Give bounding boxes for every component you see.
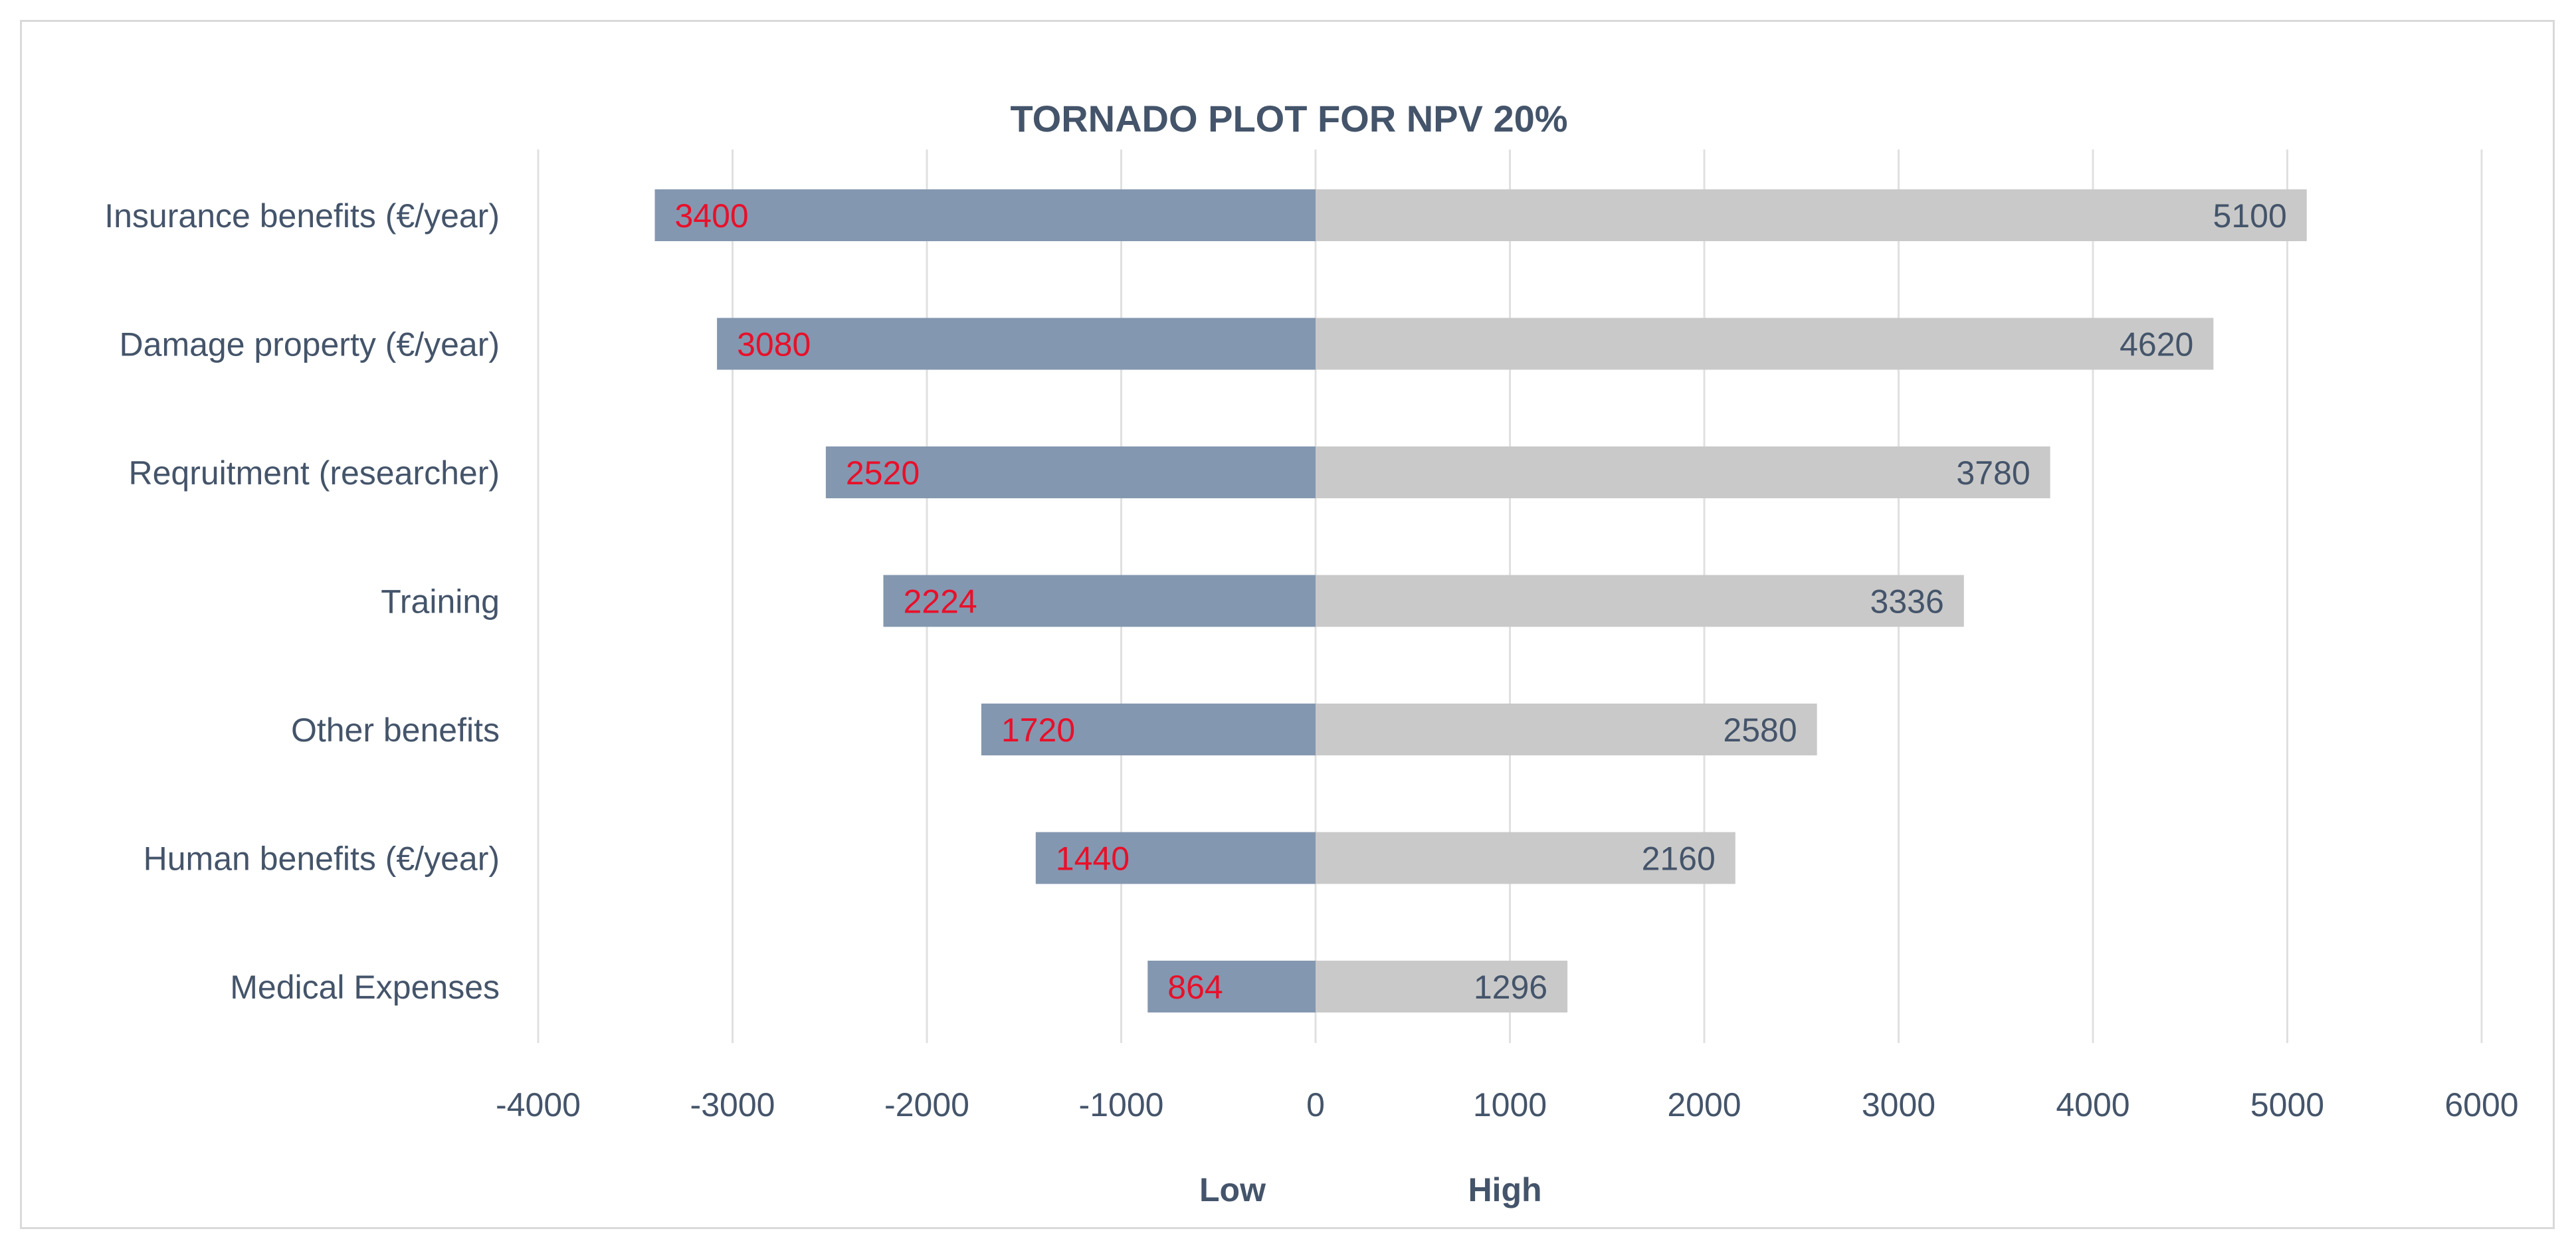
low-bar: [883, 575, 1316, 627]
low-data-label: 1440: [1056, 840, 1130, 878]
category-label: Damage property (€/year): [120, 326, 500, 363]
high-data-label: 1296: [1474, 969, 1547, 1006]
category-label: Insurance benefits (€/year): [104, 197, 500, 235]
high-data-label: 2160: [1642, 840, 1716, 878]
gridlines: [537, 149, 2483, 1043]
legend: Low High: [1199, 1171, 1542, 1208]
low-bar: [825, 446, 1316, 498]
x-tick-label: 3000: [1862, 1086, 1935, 1123]
low-data-label: 864: [1167, 969, 1223, 1006]
x-tick-label: 5000: [2250, 1086, 2324, 1123]
x-axis-ticks: -4000 -3000 -2000 -1000 0 1000 2000 3000 4000 500…: [496, 1086, 2519, 1123]
x-tick-label: -4000: [496, 1086, 581, 1123]
high-bar: [1316, 575, 1964, 627]
high-bar: [1316, 318, 2214, 370]
x-tick-label: 1000: [1473, 1086, 1547, 1123]
low-bar: [654, 189, 1316, 241]
high-data-label: 3336: [1870, 583, 1944, 621]
x-tick-label: -1000: [1079, 1086, 1164, 1123]
chart-title: TORNADO PLOT FOR NPV 20%: [1010, 98, 1567, 140]
high-data-label: 2580: [1723, 712, 1797, 749]
low-bar: [1035, 832, 1316, 884]
low-bar: [717, 318, 1316, 370]
category-label: Other benefits: [291, 712, 500, 749]
bars: 3400 5100 3080 4620 2520 3780 2224 3336 1720 2580…: [654, 189, 2307, 1012]
legend-low-label: Low: [1199, 1171, 1266, 1208]
high-bar: [1316, 189, 2307, 241]
high-data-label: 3780: [1956, 454, 2030, 492]
high-data-label: 5100: [2213, 197, 2287, 235]
category-labels: Insurance benefits (€/year) Damage proper…: [104, 197, 500, 1006]
category-label: Reqruitment (researcher): [128, 454, 500, 492]
category-label: Training: [381, 583, 500, 621]
low-data-label: 1720: [1001, 712, 1075, 749]
x-tick-label: 0: [1306, 1086, 1325, 1123]
x-tick-label: -3000: [690, 1086, 775, 1123]
low-data-label: 3400: [675, 197, 749, 235]
high-bar: [1316, 832, 1735, 884]
x-tick-label: -2000: [884, 1086, 969, 1123]
low-bar: [981, 704, 1316, 755]
low-data-label: 3080: [737, 326, 811, 363]
high-data-label: 4620: [2120, 326, 2193, 363]
high-bar: [1316, 961, 1568, 1012]
category-label: Medical Expenses: [230, 969, 500, 1006]
high-bar: [1316, 704, 1817, 755]
category-label: Human benefits (€/year): [144, 840, 500, 878]
legend-high-label: High: [1468, 1171, 1541, 1208]
high-bar: [1316, 446, 2050, 498]
x-tick-label: 4000: [2056, 1086, 2130, 1123]
x-tick-label: 2000: [1667, 1086, 1741, 1123]
low-data-label: 2224: [903, 583, 977, 621]
low-data-label: 2520: [846, 454, 920, 492]
low-bar: [1147, 961, 1316, 1012]
x-tick-label: 6000: [2444, 1086, 2518, 1123]
